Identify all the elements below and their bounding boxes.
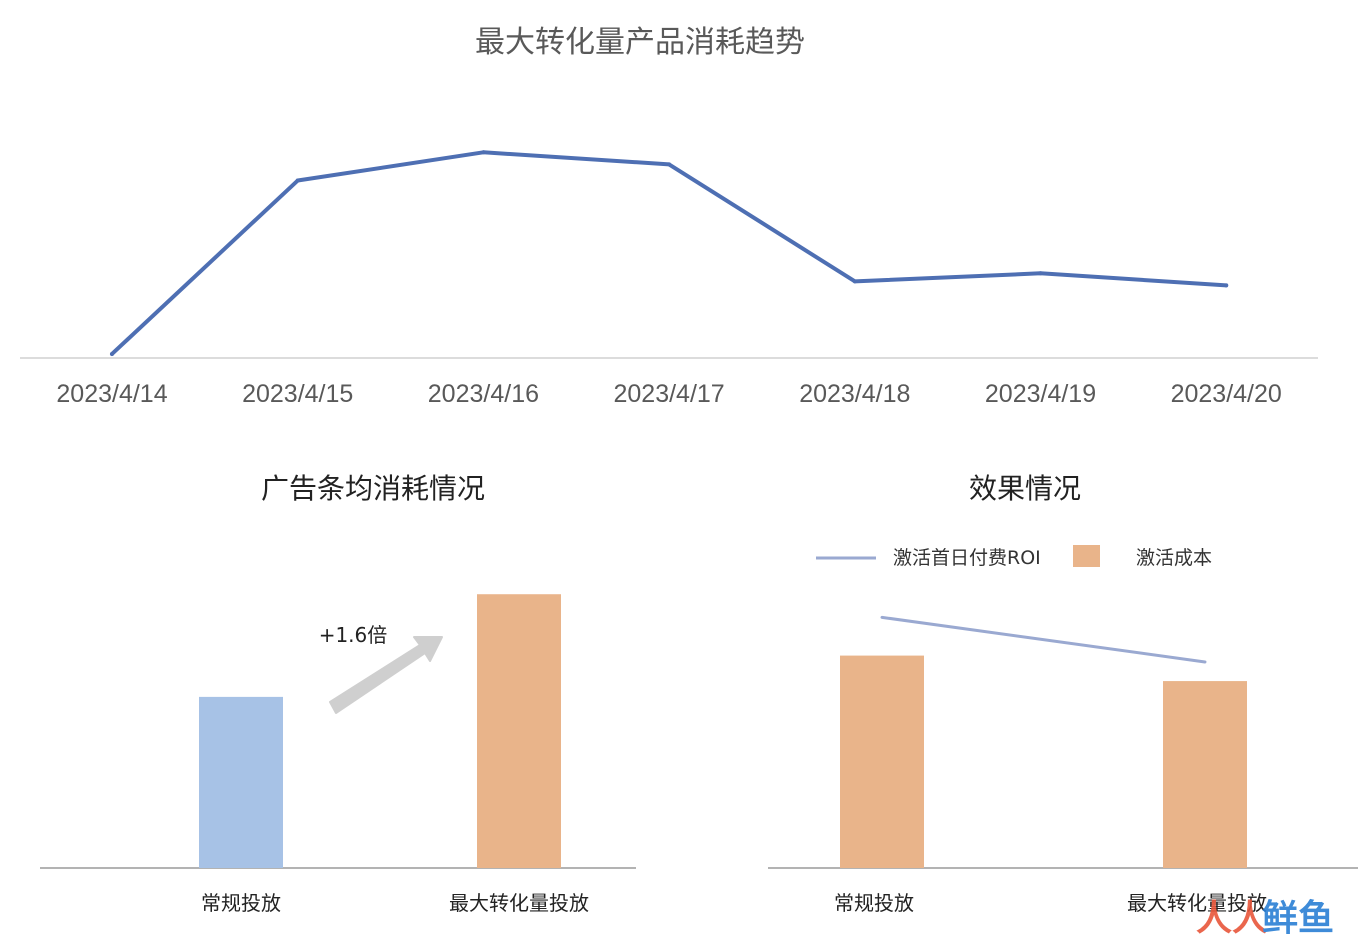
bar-chart-avg-spend: 广告条均消耗情况 常规投放 最大转化量投放 +1.6倍 [40,472,636,915]
data-point [667,162,672,167]
bar [1163,681,1247,868]
bar [840,655,924,868]
category-labels: 常规投放 最大转化量投放 [834,891,1267,915]
x-tick-label: 2023/4/14 [56,380,167,408]
data-point [481,150,486,155]
category-label: 最大转化量投放 [1127,891,1267,915]
bar [199,696,283,868]
bar [477,594,561,868]
growth-annotation: +1.6倍 [319,623,388,647]
x-tick-label: 2023/4/15 [242,380,353,408]
x-tick-label: 2023/4/20 [1171,380,1282,408]
legend-bar-swatch [1073,545,1100,567]
bars [840,655,1247,868]
category-labels: 常规投放 最大转化量投放 [201,891,589,915]
watermark-logo: 人人 鲜鱼 [1196,898,1334,939]
chart-title: 效果情况 [969,472,1081,505]
combo-chart-effect: 效果情况 激活首日付费ROI 激活成本 常规投放 最大转化量投放 [768,472,1358,915]
x-tick-label: 2023/4/16 [428,380,539,408]
x-tick-label: 2023/4/17 [613,380,724,408]
chart-title: 广告条均消耗情况 [261,472,485,505]
data-point [1224,283,1229,288]
category-label: 常规投放 [201,891,281,915]
data-point [295,178,300,183]
growth-arrow-icon [329,636,443,714]
legend-label-roi: 激活首日付费ROI [893,547,1041,569]
data-point [852,279,857,284]
chart-title: 最大转化量产品消耗趋势 [475,25,805,60]
x-tick-labels: 2023/4/14 2023/4/15 2023/4/16 2023/4/17 2023… [56,380,1281,408]
series-line [110,150,1229,356]
data-point [1038,271,1043,276]
legend: 激活首日付费ROI 激活成本 [816,545,1212,569]
category-label: 常规投放 [834,891,914,915]
series-points [110,150,1229,356]
legend-label-cost: 激活成本 [1136,547,1212,569]
x-tick-label: 2023/4/19 [985,380,1096,408]
data-point [110,351,114,356]
line-chart-trend: 最大转化量产品消耗趋势 2023/4/14 2023/4/15 2023/4/16 2… [20,25,1318,408]
watermark-text-2: 鲜鱼 [1262,898,1334,939]
x-tick-label: 2023/4/18 [799,380,910,408]
watermark-text-1: 人人 [1196,898,1268,939]
roi-series-line [880,615,1207,664]
category-label: 最大转化量投放 [449,891,589,915]
bars [199,594,561,868]
